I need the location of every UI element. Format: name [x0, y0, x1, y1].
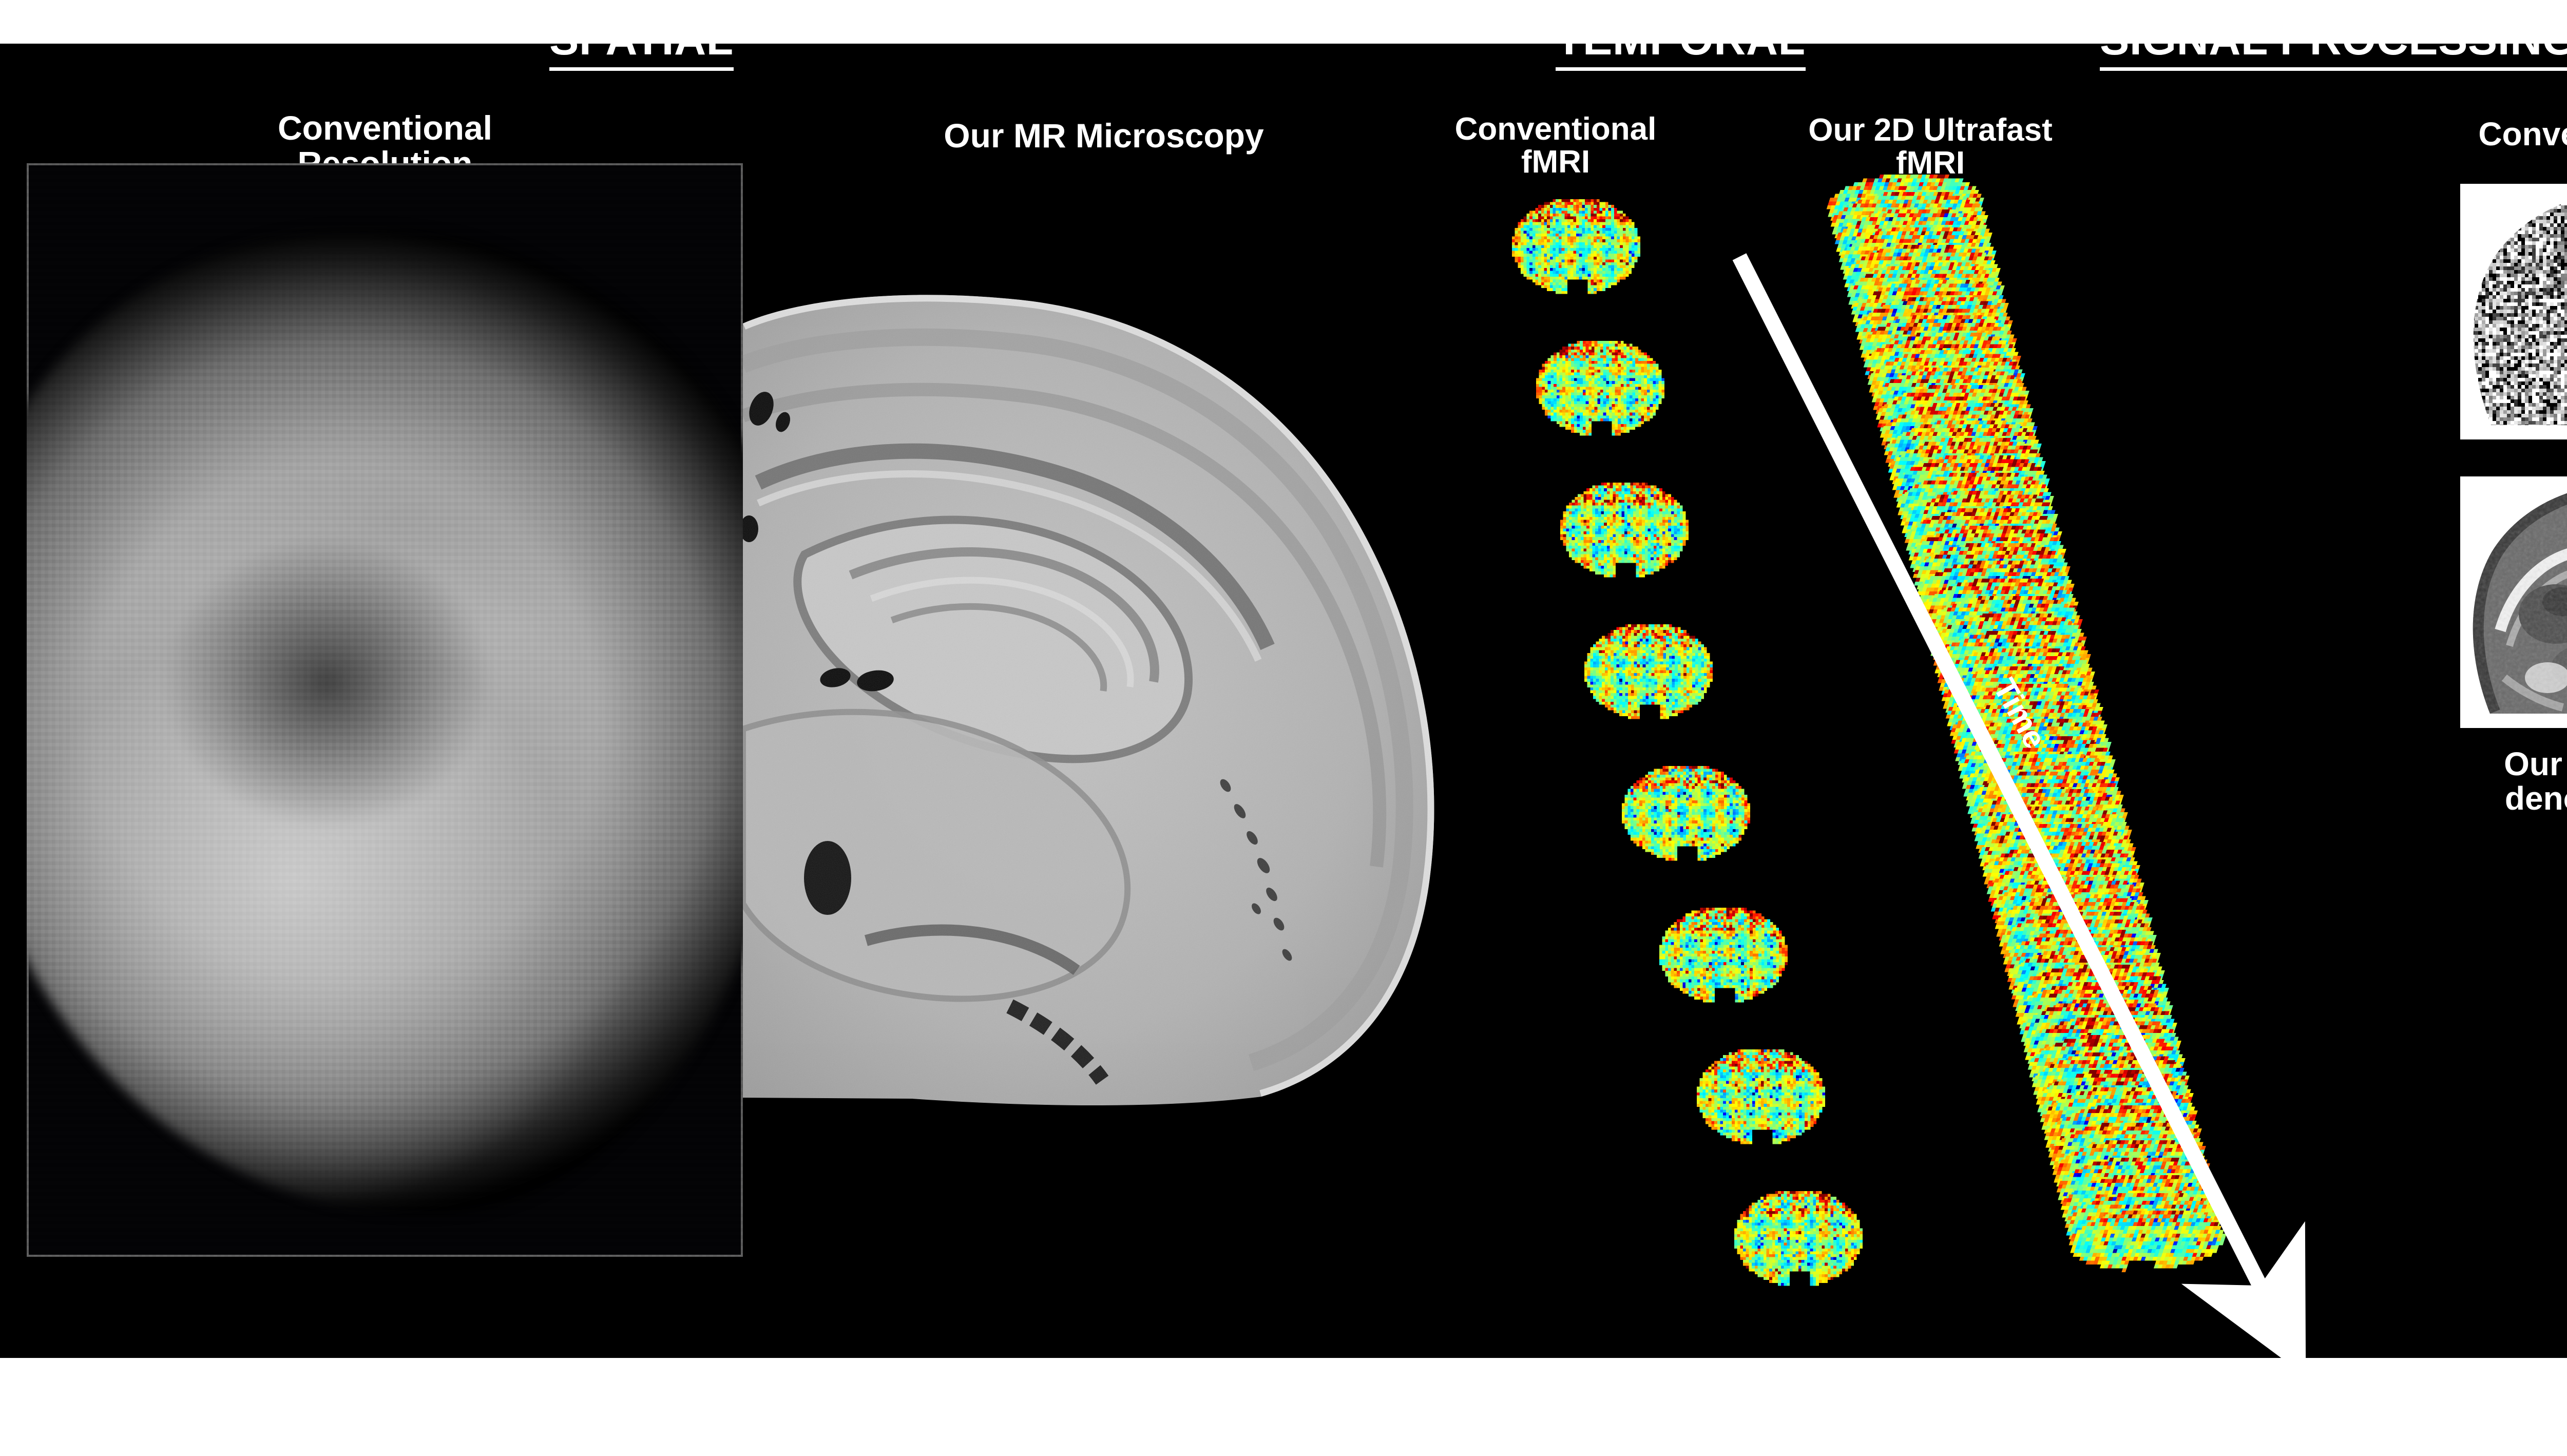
header-temporal-label: TEMPORAL: [1556, 14, 1806, 71]
header-spatial-label: SPATIAL: [549, 14, 734, 71]
fmri-slab-slice: [2060, 1210, 2234, 1272]
fmri-slice: [1734, 1191, 1863, 1289]
fmri-slice: [1659, 908, 1788, 1005]
tpca-denoised-brain-svg: [2460, 476, 2567, 728]
fmri-slice: [1512, 199, 1640, 297]
time-arrow: [1732, 253, 2306, 1361]
header-signal-processing-label: SIGNAL PROCESSING: [2100, 14, 2567, 71]
caption-tpca-denoising: Our TPCA denoising: [2392, 747, 2567, 815]
caption-sp-conventional: Conventional: [2392, 117, 2567, 151]
caption-ultrafast-fmri: Our 2D Ultrafast fMRI: [1766, 113, 2095, 180]
header-spatial: SPATIAL: [549, 14, 734, 71]
mr-microscopy-brain: [743, 288, 1472, 1109]
low-resolution-mri-brain: [27, 163, 743, 1257]
fmri-slice: [1560, 483, 1689, 580]
tpca-denoised-brain-image: [2460, 476, 2567, 728]
caption-conventional-fmri: Conventional fMRI: [1422, 112, 1689, 179]
mr-microscopy-svg: [743, 295, 1434, 1105]
caption-mr-microscopy: Our MR Microscopy: [770, 118, 1438, 154]
header-temporal: TEMPORAL: [1556, 14, 1806, 71]
noisy-brain-image: [2460, 184, 2567, 439]
noisy-brain-svg: [2460, 184, 2567, 439]
low-resolution-noise-overlay: [27, 163, 743, 1257]
low-resolution-brain-shape: [27, 228, 743, 1213]
fmri-slice: [1584, 624, 1713, 722]
fmri-slice: [1622, 766, 1750, 864]
header-signal-processing: SIGNAL PROCESSING: [2100, 14, 2567, 71]
fmri-slice: [1697, 1049, 1825, 1147]
fmri-slice: [1536, 341, 1664, 438]
